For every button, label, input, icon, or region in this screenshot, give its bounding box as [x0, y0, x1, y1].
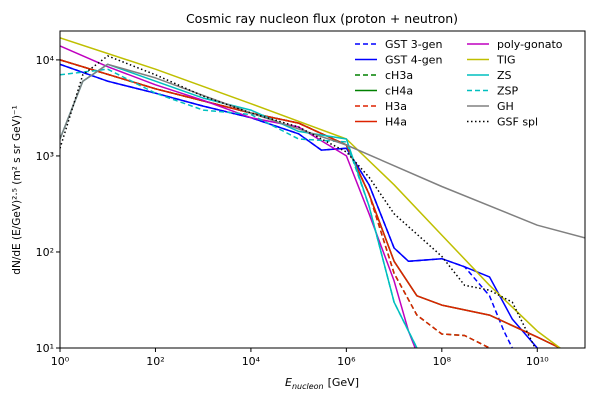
x-tick-label: 10¹⁰	[526, 355, 549, 368]
legend-label: ZSP	[497, 85, 519, 98]
x-tick-label: 10⁶	[337, 355, 356, 368]
legend-label: ZS	[497, 69, 512, 82]
legend-label: cH4a	[385, 85, 413, 98]
series-line	[60, 59, 561, 348]
y-axis-label: dN/dE (E/GeV)²·⁵ (m² s sr GeV)⁻¹	[11, 105, 23, 274]
y-tick-label: 10³	[36, 150, 54, 163]
series-line	[60, 59, 490, 348]
x-label-unit: [GeV]	[328, 376, 359, 389]
legend-label: H3a	[385, 100, 407, 113]
series-line	[60, 37, 561, 348]
series-line	[60, 63, 538, 348]
legend-label: GSF spl	[497, 116, 538, 129]
legend-label: GST 3-gen	[385, 38, 442, 51]
plot-lines	[60, 37, 585, 348]
legend-label: TIG	[496, 54, 516, 67]
series-line	[60, 59, 490, 348]
series-line	[60, 55, 536, 348]
x-tick-label: 10⁴	[242, 355, 261, 368]
y-tick-label: 10²	[36, 246, 54, 259]
x-axis-label: Enucleon [GeV]	[285, 376, 359, 391]
x-label-sub: nucleon	[292, 382, 324, 391]
series-line	[60, 45, 416, 348]
legend-label: cH3a	[385, 69, 413, 82]
plot-frame	[59, 30, 586, 349]
legend-label: GST 4-gen	[385, 54, 442, 67]
series-line	[60, 68, 418, 348]
chart-title: Cosmic ray nucleon flux (proton + neutro…	[186, 11, 458, 26]
series-line	[60, 63, 585, 239]
y-tick-label: 10⁴	[36, 54, 55, 67]
legend-label: GH	[497, 100, 514, 113]
x-tick-label: 10⁰	[51, 355, 70, 368]
legend-label: poly-gonato	[497, 38, 563, 51]
series-line	[60, 63, 418, 348]
x-tick-label: 10²	[146, 355, 164, 368]
y-tick-label: 10¹	[36, 342, 54, 355]
x-tick-label: 10⁸	[433, 355, 452, 368]
x-label-main: E	[285, 376, 292, 389]
legend-label: H4a	[385, 116, 407, 129]
